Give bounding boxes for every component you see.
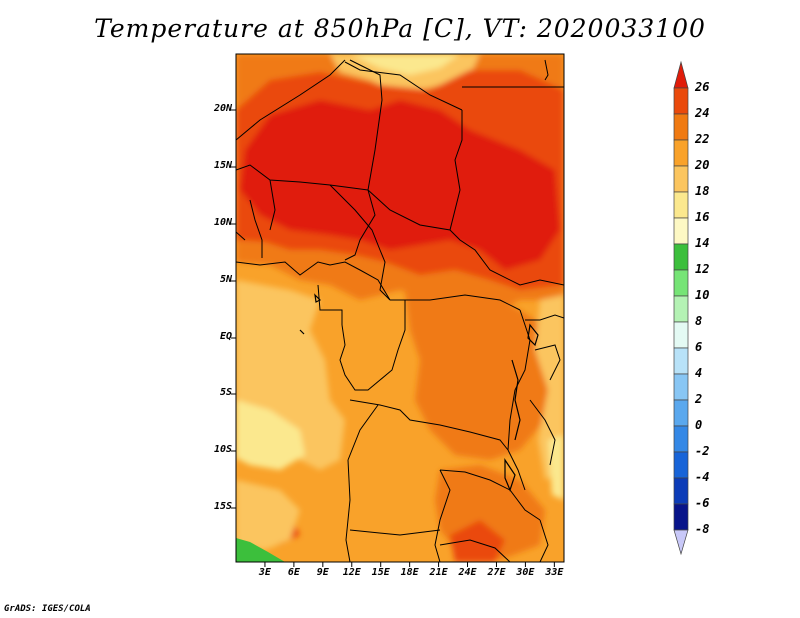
colorbar-label: 20 bbox=[695, 158, 710, 172]
colorbar-segment bbox=[673, 425, 689, 453]
y-tick-label: 5S bbox=[219, 387, 232, 398]
colorbar-label: 24 bbox=[695, 106, 710, 120]
field-band-24-south bbox=[450, 520, 505, 562]
colorbar-label: -6 bbox=[695, 496, 710, 510]
colorbar-segment bbox=[673, 87, 689, 115]
field-band-16-east bbox=[548, 435, 564, 500]
colorbar-label: 26 bbox=[695, 80, 710, 94]
axis-tick-marks bbox=[231, 109, 555, 567]
colorbar-segment bbox=[673, 191, 689, 219]
colorbar bbox=[673, 60, 689, 556]
grads-footer: GrADS: IGES/COLA bbox=[4, 604, 91, 614]
field-band-22-basin bbox=[405, 285, 560, 460]
colorbar-segment bbox=[673, 399, 689, 427]
colorbar-label: 10 bbox=[695, 288, 710, 302]
colorbar-segment bbox=[673, 165, 689, 193]
x-tick-label: 27E bbox=[487, 567, 506, 578]
colorbar-segment bbox=[673, 451, 689, 479]
colorbar-segment bbox=[673, 113, 689, 141]
colorbar-label: 16 bbox=[695, 210, 710, 224]
colorbar-label: 2 bbox=[695, 392, 703, 406]
y-tick-label: 15N bbox=[213, 160, 232, 171]
colorbar-arrow-bottom bbox=[673, 529, 689, 556]
colorbar-label: 14 bbox=[695, 236, 710, 250]
x-tick-label: 30E bbox=[516, 567, 535, 578]
y-tick-label: 10N bbox=[213, 217, 232, 228]
x-tick-label: 12E bbox=[342, 567, 361, 578]
field-band-16-sahara bbox=[350, 54, 460, 75]
colorbar-segment bbox=[673, 347, 689, 375]
colorbar-label: 22 bbox=[695, 132, 710, 146]
colorbar-label: -8 bbox=[695, 522, 710, 536]
field-band-26 bbox=[240, 100, 560, 270]
colorbar-label: -2 bbox=[695, 444, 710, 458]
chart-title: Temperature at 850hPa [C], VT: 202003310… bbox=[94, 14, 706, 43]
colorbar-label: -4 bbox=[695, 470, 710, 484]
x-tick-label: 21E bbox=[429, 567, 448, 578]
y-tick-label: 5N bbox=[219, 274, 232, 285]
y-tick-label: 10S bbox=[213, 444, 232, 455]
colorbar-segment bbox=[673, 217, 689, 245]
colorbar-label: 18 bbox=[695, 184, 710, 198]
colorbar-segment bbox=[673, 139, 689, 167]
field-band-green bbox=[236, 538, 285, 562]
field-band-18-southwest bbox=[236, 480, 300, 550]
field-band-18-east bbox=[535, 295, 564, 480]
x-tick-label: 9E bbox=[316, 567, 329, 578]
lakes bbox=[299, 293, 539, 492]
x-tick-label: 3E bbox=[258, 567, 271, 578]
colorbar-segment bbox=[673, 295, 689, 323]
colorbar-segment bbox=[673, 477, 689, 505]
map-frame bbox=[235, 53, 565, 563]
colorbar-label: 12 bbox=[695, 262, 710, 276]
x-tick-label: 6E bbox=[287, 567, 300, 578]
colorbar-label: 8 bbox=[695, 314, 703, 328]
x-tick-label: 18E bbox=[400, 567, 419, 578]
x-tick-label: 24E bbox=[458, 567, 477, 578]
temperature-field bbox=[236, 54, 564, 562]
x-tick-label: 33E bbox=[545, 567, 564, 578]
y-tick-label: 20N bbox=[213, 103, 232, 114]
y-tick-label: EQ bbox=[219, 331, 232, 342]
colorbar-segment bbox=[673, 503, 689, 531]
colorbar-label: 4 bbox=[695, 366, 703, 380]
x-tick-label: 15E bbox=[371, 567, 390, 578]
country-borders bbox=[236, 59, 564, 562]
colorbar-label: 6 bbox=[695, 340, 703, 354]
colorbar-arrow-top bbox=[673, 60, 689, 89]
colorbar-segment bbox=[673, 243, 689, 271]
colorbar-label: 0 bbox=[695, 418, 703, 432]
field-band-16-west bbox=[236, 400, 305, 470]
colorbar-segment bbox=[673, 269, 689, 297]
colorbar-segment bbox=[673, 373, 689, 401]
colorbar-segment bbox=[673, 321, 689, 349]
y-tick-label: 15S bbox=[213, 501, 232, 512]
